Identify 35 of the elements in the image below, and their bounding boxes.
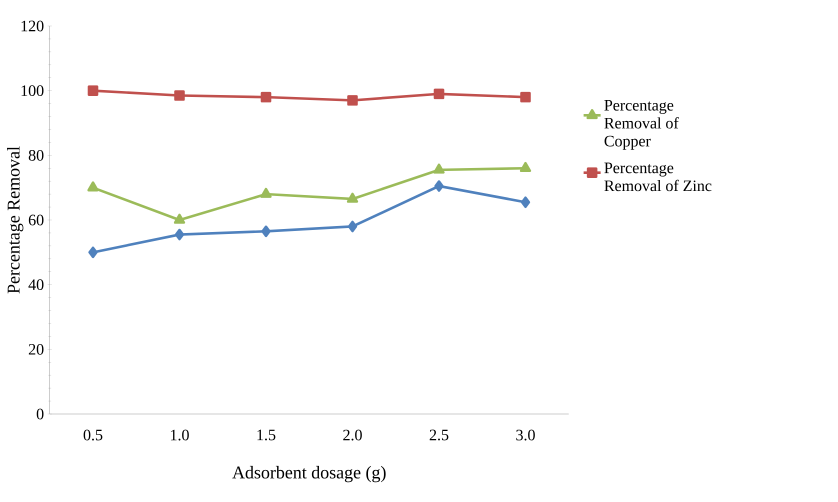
point: [434, 180, 444, 192]
point: [87, 181, 99, 192]
y-axis-title: Percentage Removal: [7, 146, 24, 294]
y-tick-label: 80: [28, 150, 44, 161]
x-tick-label: 2.0: [343, 430, 362, 440]
point: [88, 246, 98, 258]
x-tick-label: 3.0: [516, 430, 535, 440]
y-tick-label: 100: [22, 85, 44, 96]
point: [260, 92, 272, 102]
point: [520, 92, 531, 102]
y-tick-label: 120: [22, 20, 44, 32]
point: [433, 164, 445, 174]
point: [520, 196, 530, 208]
point: [520, 162, 532, 172]
y-tick-label: 20: [28, 344, 44, 355]
x-tick-label: 2.5: [430, 430, 448, 440]
x-tick-label: 0.5: [84, 430, 102, 440]
x-tick-label: 1.0: [170, 430, 189, 440]
legend-label: Percentage Removal of Copper: [604, 100, 679, 150]
x-axis-title: Adsorbent dosage (g): [232, 466, 386, 482]
point: [260, 188, 272, 198]
point: [174, 228, 184, 240]
y-tick-label: 40: [28, 279, 44, 290]
point: [261, 226, 271, 238]
point: [347, 95, 358, 106]
legend-label: Percentage Removal of Zinc: [604, 162, 712, 192]
point: [88, 85, 98, 96]
x-tick-label: 1.5: [257, 430, 276, 440]
point: [434, 88, 444, 100]
y-tick-label: 0: [36, 408, 44, 420]
point: [348, 220, 358, 232]
y-tick-label: 60: [28, 214, 44, 226]
point: [174, 90, 185, 101]
point: [346, 192, 358, 203]
point: [174, 214, 186, 224]
